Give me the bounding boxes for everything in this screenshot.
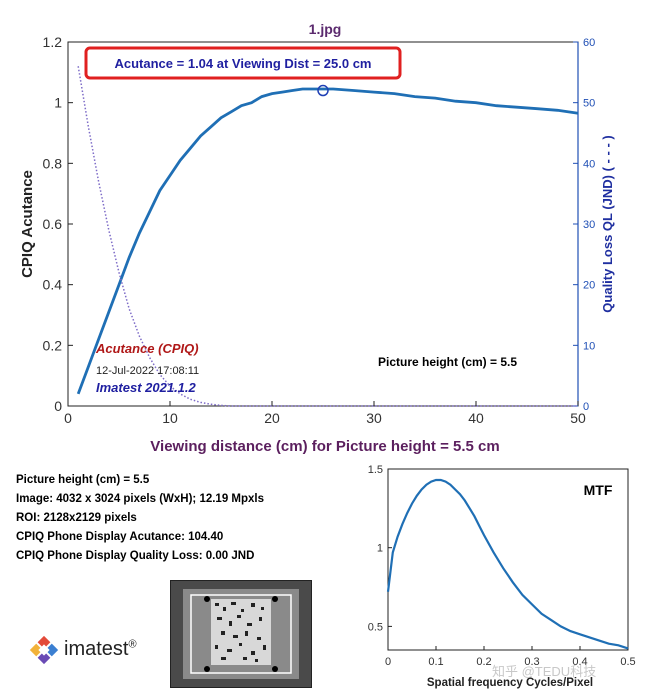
info-line-roi: ROI: 2128x2129 pixels [16, 512, 137, 524]
y-right-tick-label: 30 [583, 219, 595, 231]
x-tick-label: 40 [468, 410, 484, 426]
mtf-x-tick-label: 0.4 [572, 656, 587, 668]
y-right-tick-label: 10 [583, 340, 595, 352]
x-tick-label: 20 [264, 410, 280, 426]
mtf-x-tick-label: 0.5 [620, 656, 635, 668]
y-right-tick-label: 0 [583, 401, 589, 413]
info-line-acutance: CPIQ Phone Display Acutance: 104.40 [16, 531, 224, 543]
mtf-x-axis-label: Spatial frequency Cycles/Pixel [427, 677, 593, 689]
y-left-tick-label: 0.4 [43, 277, 63, 293]
mtf-x-tick-label: 0.3 [524, 656, 539, 668]
x-tick-label: 50 [570, 410, 586, 426]
y-left-tick-label: 1.2 [43, 34, 63, 50]
mtf-y-tick-label: 0.5 [368, 621, 383, 633]
y-left-tick-label: 0.2 [43, 337, 63, 353]
mtf-x-tick-label: 0 [385, 656, 391, 668]
y-right-tick-label: 50 [583, 98, 595, 110]
x-tick-label: 0 [64, 410, 72, 426]
logo-word: imatest [64, 638, 129, 660]
thumbnail-graphic [183, 589, 299, 679]
test-image-thumbnail [170, 580, 312, 688]
info-line-image-size: Image: 4032 x 3024 pixels (WxH); 12.19 M… [16, 493, 265, 505]
info-line-quality-loss: CPIQ Phone Display Quality Loss: 0.00 JN… [16, 550, 255, 562]
mtf-x-tick-label: 0.1 [428, 656, 443, 668]
y-left-tick-label: 0 [54, 398, 62, 414]
main-plot-area [67, 41, 579, 407]
acutance-legend-label: Acutance (CPIQ) [95, 341, 199, 356]
mtf-title: MTF [584, 482, 613, 498]
chart-title: 1.jpg [309, 21, 342, 37]
x-tick-label: 10 [162, 410, 178, 426]
callout-text: Acutance = 1.04 at Viewing Dist = 25.0 c… [115, 56, 372, 71]
y-right-tick-label: 60 [583, 37, 595, 49]
version-label: Imatest 2021.1.2 [96, 380, 197, 395]
mtf-line [386, 478, 629, 650]
info-line-picture-height: Picture height (cm) = 5.5 [16, 474, 150, 486]
x-axis-label: Viewing distance (cm) for Picture height… [150, 438, 499, 455]
timestamp-label: 12-Jul-2022 17:08:11 [96, 365, 199, 377]
callout-box [84, 46, 402, 80]
y-axis-right-label: Quality Loss QL (JND) ( - - - ) [600, 135, 615, 312]
main-ticks: 0 10 20 30 40 5000.20.40.60.811.2010203040506… [43, 34, 596, 426]
y-left-tick-label: 0.8 [43, 155, 63, 171]
y-left-tick-label: 0.6 [43, 216, 63, 232]
picture-height-label: Picture height (cm) = 5.5 [378, 355, 517, 369]
mtf-x-tick-label: 0.2 [476, 656, 491, 668]
imatest-logo-text: imatest® [64, 638, 137, 661]
main-lines [76, 66, 579, 407]
quality-loss-line [77, 66, 578, 407]
y-right-tick-label: 40 [583, 158, 595, 170]
mtf-lines [386, 478, 629, 650]
mtf-y-tick-label: 1.5 [368, 464, 383, 476]
logo-registered-mark: ® [128, 638, 137, 651]
y-axis-left-label: CPIQ Acutance [19, 170, 36, 278]
y-right-tick-label: 20 [583, 280, 595, 292]
mtf-plot-area [387, 468, 629, 651]
watermark-text: 知乎 @TEDU科技 [492, 664, 597, 679]
y-left-tick-label: 1 [54, 95, 62, 111]
imatest-logo-icon [29, 635, 59, 665]
mtf-ticks: 0 0.1 0.2 0.3 0.4 0.5 0.5 1 1.5 [368, 464, 636, 668]
x-tick-label: 30 [366, 410, 382, 426]
acutance-line [76, 87, 579, 395]
mtf-y-tick-label: 1 [377, 543, 383, 555]
acutance-peak-marker [317, 84, 329, 97]
